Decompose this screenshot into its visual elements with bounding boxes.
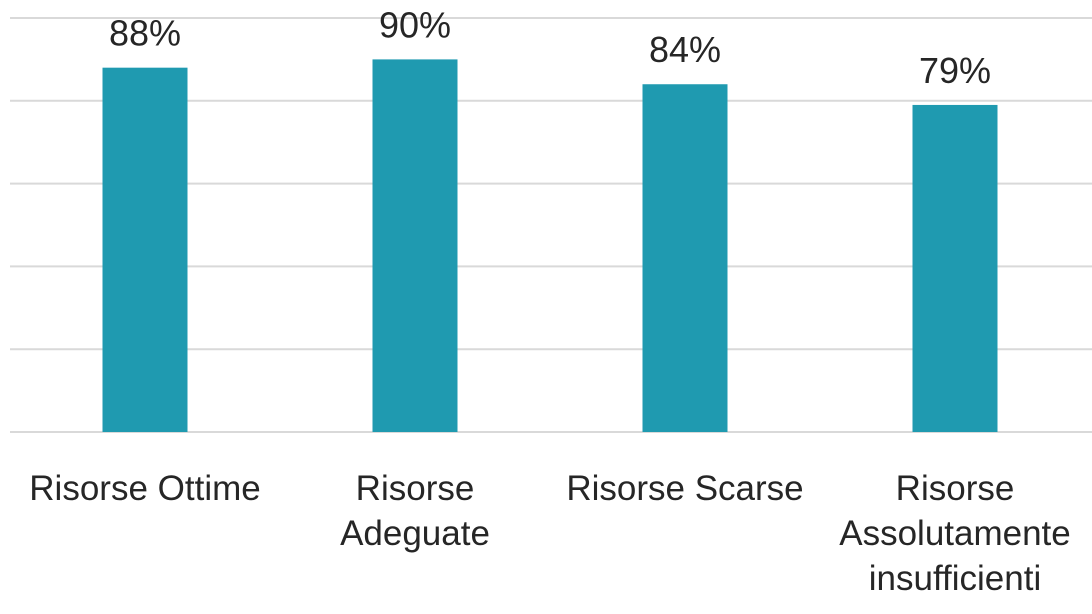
category-label-line: insufficienti (869, 559, 1042, 598)
gridlines (10, 17, 1092, 433)
category-labels: Risorse Ottime Risorse Adeguate Risorse Sca… (29, 469, 1070, 598)
category-label-4: Risorse Assolutamente insufficienti (839, 469, 1071, 598)
data-label-3: 84% (649, 29, 721, 70)
category-label-line: Risorse (896, 469, 1015, 508)
category-label-line: Adeguate (340, 514, 490, 553)
category-label-3: Risorse Scarse (566, 469, 803, 508)
bar-3 (642, 84, 728, 433)
category-label-line: Risorse (356, 469, 475, 508)
category-label-1: Risorse Ottime (29, 469, 260, 508)
bar-4 (912, 104, 998, 432)
bar-1 (102, 67, 188, 433)
data-label-4: 79% (919, 50, 991, 91)
category-label-2: Risorse Adeguate (340, 469, 490, 553)
data-labels: 88% 90% 84% 79% (109, 4, 991, 91)
bar-2 (372, 59, 458, 433)
category-label-line: Risorse Ottime (29, 469, 260, 508)
category-label-line: Risorse Scarse (566, 469, 803, 508)
bars (102, 59, 998, 433)
data-label-2: 90% (379, 4, 451, 45)
data-label-1: 88% (109, 13, 181, 54)
category-label-line: Assolutamente (839, 514, 1071, 553)
